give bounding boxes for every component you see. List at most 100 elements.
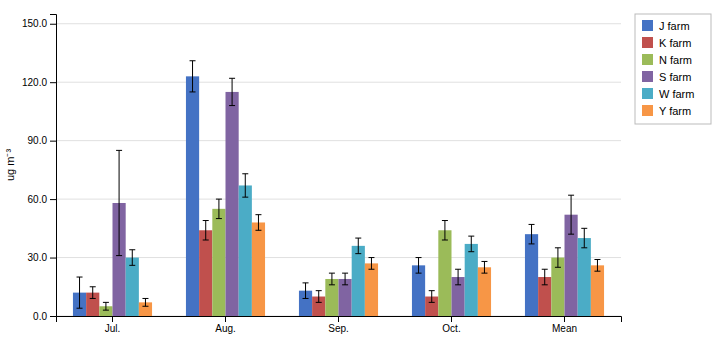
error-bar bbox=[203, 221, 209, 240]
legend-label: W farm bbox=[659, 88, 694, 100]
tick-mark bbox=[50, 24, 56, 25]
error-bar bbox=[468, 236, 474, 252]
bar bbox=[212, 209, 225, 316]
error-bar bbox=[242, 174, 248, 197]
legend: J farm K farm N farm S farm W farm Y farm bbox=[635, 14, 711, 124]
error-bar bbox=[555, 248, 561, 267]
legend-swatch bbox=[642, 105, 653, 116]
error-bar bbox=[129, 250, 135, 266]
y-axis: 0.0 30.0 60.0 90.0 120.0 150.0 bbox=[22, 15, 57, 322]
bar bbox=[252, 222, 265, 316]
tick: Mean bbox=[552, 316, 577, 334]
error-bar bbox=[581, 228, 587, 247]
bar-series bbox=[99, 199, 564, 316]
legend-item: N farm bbox=[642, 54, 692, 66]
legend-swatch bbox=[642, 71, 653, 82]
tick-label: Aug. bbox=[215, 323, 236, 334]
legend-frame bbox=[635, 14, 711, 124]
error-bar bbox=[442, 221, 448, 240]
grid-line bbox=[56, 23, 621, 24]
tick-label: Oct. bbox=[442, 323, 460, 334]
legend-label: S farm bbox=[659, 71, 691, 83]
error-bar bbox=[529, 224, 535, 243]
legend-swatch bbox=[642, 88, 653, 99]
bar-series bbox=[126, 174, 591, 316]
tick-mark bbox=[50, 316, 56, 317]
error-bar bbox=[568, 195, 574, 234]
axis-title: ug m⁻³ bbox=[4, 149, 16, 181]
tick-mark bbox=[112, 316, 113, 322]
error-bar bbox=[594, 259, 600, 271]
tick: Jul. bbox=[105, 316, 121, 334]
tick-mark bbox=[50, 141, 56, 142]
bar bbox=[239, 185, 252, 316]
legend-item: W farm bbox=[642, 88, 694, 100]
bar bbox=[352, 246, 365, 316]
bar bbox=[525, 234, 538, 316]
tick: Sep. bbox=[328, 316, 349, 334]
legend-item: K farm bbox=[642, 37, 691, 49]
tick: 0.0 bbox=[33, 311, 56, 322]
axis-line bbox=[50, 15, 57, 317]
grid-line bbox=[56, 199, 621, 200]
plot: Jul. Aug. Sep. Oct. Mean 0.0 30.0 60.0 90.0 120.0… bbox=[4, 15, 622, 335]
error-bar bbox=[542, 269, 548, 285]
legend-label: Y farm bbox=[659, 105, 691, 117]
legend-label: N farm bbox=[659, 54, 692, 66]
legend-swatch bbox=[642, 37, 653, 48]
tick-label: 30.0 bbox=[28, 252, 48, 263]
tick-mark bbox=[50, 82, 56, 83]
error-bar bbox=[455, 269, 461, 285]
marks bbox=[73, 61, 604, 316]
bar bbox=[578, 238, 591, 316]
grid-line bbox=[56, 140, 621, 141]
legend-item: Y farm bbox=[642, 105, 691, 117]
tick: 60.0 bbox=[28, 194, 56, 205]
bar bbox=[199, 230, 212, 316]
legend-item: S farm bbox=[642, 71, 691, 83]
bar bbox=[465, 244, 478, 316]
tick: Oct. bbox=[442, 316, 460, 334]
error-bar bbox=[116, 150, 122, 255]
error-bar bbox=[229, 78, 235, 105]
tick-mark bbox=[564, 316, 565, 322]
tick-label: 60.0 bbox=[28, 194, 48, 205]
error-bar bbox=[316, 291, 322, 303]
tick-mark bbox=[451, 316, 452, 322]
error-bar bbox=[342, 273, 348, 285]
tick: 90.0 bbox=[28, 135, 56, 146]
legend-swatch bbox=[642, 20, 653, 31]
error-bar bbox=[190, 61, 196, 92]
legend-swatch bbox=[642, 54, 653, 65]
error-bar bbox=[77, 277, 83, 308]
error-bar bbox=[142, 298, 148, 306]
legend-item: J farm bbox=[642, 20, 690, 32]
chart: Jul. Aug. Sep. Oct. Mean 0.0 30.0 60.0 90.0 120.0… bbox=[0, 0, 721, 346]
error-bar bbox=[429, 291, 435, 303]
tick-mark bbox=[50, 258, 56, 259]
bar bbox=[438, 230, 451, 316]
error-bar bbox=[303, 283, 309, 299]
tick-label: Jul. bbox=[105, 323, 121, 334]
bar-series bbox=[113, 78, 578, 316]
tick-label: 90.0 bbox=[28, 135, 48, 146]
tick: 30.0 bbox=[28, 252, 56, 263]
tick-label: 0.0 bbox=[33, 311, 47, 322]
bar bbox=[591, 265, 604, 316]
bar-series bbox=[73, 61, 538, 316]
error-bar bbox=[103, 302, 109, 310]
tick-label: Sep. bbox=[328, 323, 349, 334]
bar bbox=[126, 258, 139, 316]
error-bar bbox=[255, 215, 261, 231]
tick: 150.0 bbox=[22, 18, 56, 29]
tick-label: 150.0 bbox=[22, 18, 47, 29]
grid bbox=[56, 24, 621, 316]
bar bbox=[186, 76, 199, 316]
bar-series bbox=[86, 221, 551, 316]
tick: 120.0 bbox=[22, 77, 56, 88]
tick-mark bbox=[225, 316, 226, 322]
tick-label: Mean bbox=[552, 323, 577, 334]
grid-line bbox=[56, 82, 621, 83]
bar bbox=[365, 263, 378, 316]
x-axis: Jul. Aug. Sep. Oct. Mean bbox=[57, 316, 622, 334]
